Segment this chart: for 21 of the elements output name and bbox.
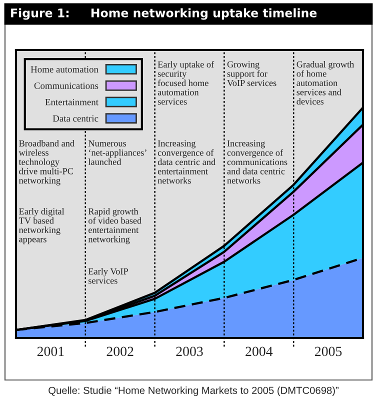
x-tick-label: 2002 — [106, 346, 134, 356]
legend-label: Home automation — [30, 66, 98, 73]
annotation: Numerous ‘net-appliances’ launched — [88, 140, 146, 165]
x-tick-label: 2004 — [246, 346, 273, 356]
x-tick-label: 2003 — [176, 346, 203, 356]
legend-label: Entertainment — [45, 98, 98, 106]
x-tick-label: 2005 — [315, 346, 342, 356]
annotation: Broadband and wireless technology drive multi-PC networking — [18, 140, 74, 186]
text: Gradual growth of home automation services and devices — [296, 61, 354, 105]
annotation: Increasing convergence of communications and data centric networks — [227, 140, 288, 184]
annotation: Rapid growth of video based entertainment networking — [88, 208, 142, 244]
text: Early uptake of security focused home automation services — [158, 61, 214, 105]
legend-label: Data centric — [52, 115, 98, 122]
source-note: Quelle: Studie “Home Networking Markets to 2005 (DMTC0698)” — [48, 386, 339, 396]
annotation: Early digital TV based networking appears — [18, 208, 64, 244]
annotation: Increasing convergence of data centric and entertainment networks — [158, 140, 216, 184]
legend-label: Communications — [34, 82, 98, 89]
chart-title: Figure 1: Home networking uptake timeline — [11, 8, 317, 20]
text: Growing support for VoIP services — [227, 61, 276, 86]
x-tick-label: 2001 — [37, 346, 64, 356]
annotation: Early VoIP services — [88, 268, 128, 284]
